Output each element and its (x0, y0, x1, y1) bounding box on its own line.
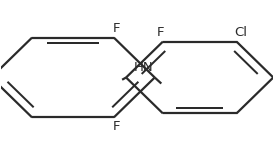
Text: F: F (113, 22, 120, 35)
Text: Cl: Cl (234, 26, 247, 39)
Text: F: F (156, 26, 164, 39)
Text: HN: HN (134, 61, 154, 74)
Text: F: F (113, 120, 120, 133)
